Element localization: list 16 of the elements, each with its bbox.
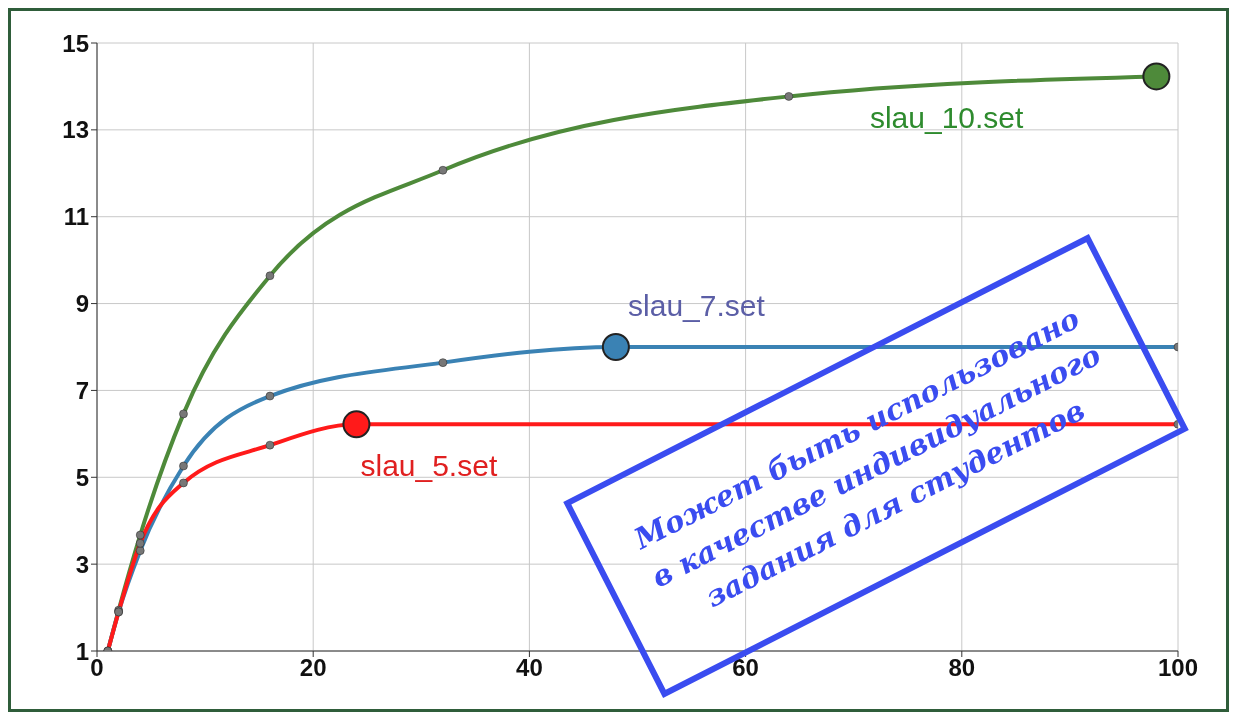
y-tick-label: 15: [62, 29, 89, 57]
series-label: slau_7.set: [628, 288, 766, 322]
y-tick-label: 3: [75, 550, 89, 578]
x-tick-label: 20: [299, 654, 327, 682]
y-tick-label: 13: [62, 116, 89, 144]
x-tick-label: 0: [90, 654, 104, 682]
y-tick-label: 9: [75, 290, 89, 318]
y-tick-label: 5: [75, 463, 89, 491]
y-tick-label: 11: [63, 203, 89, 231]
y-tick-label: 7: [75, 376, 89, 404]
x-tick-label: 40: [516, 654, 543, 682]
x-tick-label: 80: [948, 654, 976, 682]
series-label: slau_5.set: [360, 448, 498, 482]
y-tick-label: 1: [75, 637, 89, 665]
x-tick-label: 60: [732, 654, 759, 682]
series-label: slau_10.set: [869, 100, 1025, 134]
